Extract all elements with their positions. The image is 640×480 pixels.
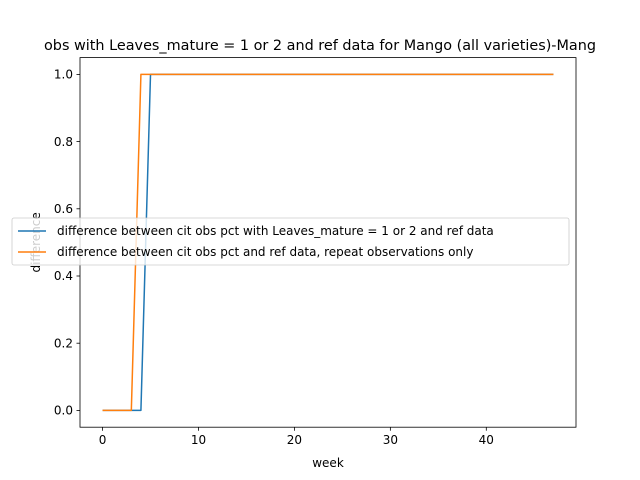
x-tick-label: 30 (383, 433, 398, 447)
legend-label-series-1: difference between cit obs pct with Leav… (57, 224, 494, 238)
y-tick-label: 1.0 (54, 68, 73, 82)
y-tick-label: 0.4 (54, 269, 73, 283)
x-tick-label: 10 (191, 433, 206, 447)
x-tick-label: 40 (479, 433, 494, 447)
y-tick-label: 0.0 (54, 404, 73, 418)
y-tick-label: 0.2 (54, 336, 73, 350)
series-layer (102, 73, 554, 412)
legend-label-series-2: difference between cit obs pct and ref d… (57, 245, 473, 259)
chart-title: obs with Leaves_mature = 1 or 2 and ref … (44, 38, 596, 54)
x-tick-label: 20 (287, 433, 302, 447)
legend-box (11, 217, 570, 266)
x-tick-label: 0 (99, 433, 107, 447)
series-line-2 (102, 73, 554, 412)
y-tick-label: 0.6 (54, 202, 73, 216)
x-axis-label: week (312, 456, 344, 470)
ticks-layer: 0 10 20 30 40 0.0 0.2 0.4 0.6 0.8 1.0 (54, 68, 494, 448)
y-tick-label: 0.8 (54, 135, 73, 149)
legend: difference between cit obs pct with Leav… (11, 217, 570, 266)
